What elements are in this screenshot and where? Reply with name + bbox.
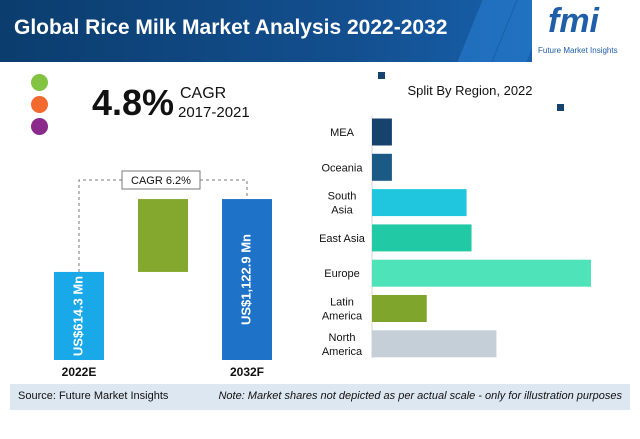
region-label: America (322, 311, 363, 323)
growth-block (138, 199, 188, 272)
cagr-value: 4.8% (92, 82, 175, 123)
legend-dot-purple (31, 118, 48, 135)
region-label: America (322, 346, 363, 358)
cagr-annotation: CAGR 6.2% (131, 175, 191, 187)
logo: fmi Future Market Insights (532, 0, 640, 62)
region-label: South (328, 191, 357, 203)
market-year-label: 2032F (230, 365, 264, 379)
region-bar-mea (372, 118, 392, 146)
region-label: Oceania (322, 162, 364, 174)
cagr-annotation-box (121, 170, 201, 190)
cagr-label: CAGR (180, 85, 227, 102)
market-year-label: 2022E (62, 365, 97, 379)
region-bar-east-asia (372, 224, 472, 252)
legend-dot-green (31, 74, 48, 91)
market-bar-2032F (222, 199, 272, 360)
region-label: Asia (331, 205, 353, 217)
region-bar-latin-america (372, 295, 427, 322)
decor-square (557, 104, 564, 111)
region-split-chart: Split By Region, 2022 MEA Oceania South Asia… (319, 72, 591, 358)
region-label: Europe (324, 268, 359, 280)
cagr-connector-left (78, 179, 122, 272)
logo-mark: fmi (548, 2, 599, 40)
region-bar-north-america (372, 330, 497, 358)
region-label: East Asia (319, 233, 366, 245)
cagr-period: 2017-2021 (178, 104, 250, 121)
region-bar-europe (372, 259, 591, 287)
legend-dot-orange (31, 96, 48, 113)
logo-subtitle: Future Market Insights (538, 46, 618, 55)
region-bar-south-asia (372, 189, 467, 217)
footer-source: Source: Future Market Insights (18, 390, 169, 402)
region-label: MEA (330, 127, 355, 139)
market-size-chart: US$614.3 Mn 2022E US$1,122.9 Mn 2032F CAGR 6… (54, 170, 272, 379)
market-bar-value-label: US$614.3 Mn (70, 276, 85, 356)
decor-square (378, 72, 385, 79)
header-banner: Global Rice Milk Market Analysis 2022-20… (0, 0, 640, 62)
cagr-connector-right (200, 179, 248, 200)
page-title: Global Rice Milk Market Analysis 2022-20… (14, 16, 448, 39)
market-bar-value-label: US$1,122.9 Mn (238, 234, 253, 325)
footer-bar: Source: Future Market Insights Note: Mar… (10, 384, 630, 410)
region-label: North (329, 332, 356, 344)
footer-note: Note: Market shares not depicted as per … (218, 390, 622, 402)
region-bar-oceania (372, 153, 392, 181)
region-label: Latin (330, 297, 354, 309)
market-bar-2022E (54, 271, 104, 360)
region-chart-title: Split By Region, 2022 (407, 83, 532, 98)
